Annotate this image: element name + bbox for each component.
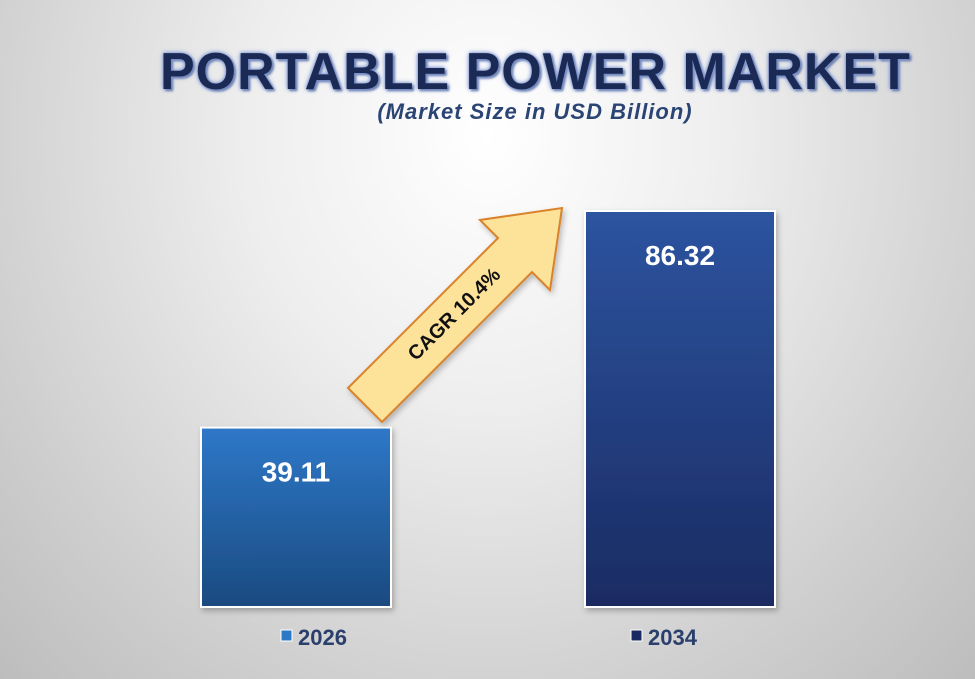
- cagr-arrow: [346, 206, 564, 424]
- legend-label-2034: 2034: [648, 625, 698, 650]
- cagr-arrow-shape: [346, 206, 564, 424]
- legend-swatch-2034: [630, 629, 643, 642]
- chart-subtitle: (Market Size in USD Billion): [377, 99, 693, 124]
- bar-2026: [200, 426, 392, 609]
- data-label-2034: 86.32: [645, 240, 715, 271]
- legend-label-2026: 2026: [298, 625, 347, 650]
- chart-title: PORTABLE POWER MARKET: [160, 43, 911, 101]
- data-label-2026: 39.11: [262, 457, 331, 488]
- legend-swatch-2026: [280, 629, 293, 642]
- bar-2034: [584, 210, 776, 608]
